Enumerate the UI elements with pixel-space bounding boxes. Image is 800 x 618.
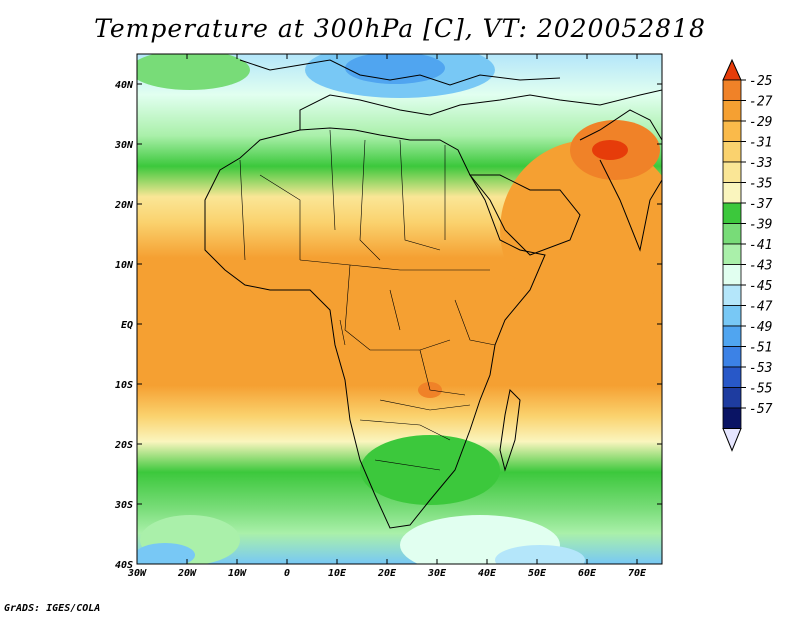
colorbar-label: -35 bbox=[749, 177, 773, 192]
longitude-axis: 30W 20W 10W 0 10E 20E 30E 40E 50E 60E 70E bbox=[127, 54, 647, 579]
colorbar-segment bbox=[722, 284, 742, 306]
lon-tick-label: 60E bbox=[578, 568, 597, 579]
colorbar-segment bbox=[722, 161, 742, 183]
lon-tick-label: 40E bbox=[478, 568, 497, 579]
lon-tick-label: 10W bbox=[228, 568, 247, 579]
lon-tick-label: 20W bbox=[177, 568, 197, 579]
latitude-axis: 40N 30N 20N 10N EQ 10S 20S 30S 40S bbox=[114, 80, 662, 571]
lon-tick-label: 20E bbox=[377, 568, 397, 579]
colorbar-label: -39 bbox=[749, 218, 772, 233]
coastlines bbox=[204, 59, 662, 529]
colorbar-label: -33 bbox=[749, 156, 772, 171]
colorbar-segment bbox=[722, 120, 742, 142]
lat-tick-label: 40N bbox=[115, 80, 134, 91]
colorbar-label: -57 bbox=[749, 402, 773, 417]
lat-tick-label: 30S bbox=[114, 500, 133, 511]
colorbar-segment bbox=[722, 100, 742, 122]
lon-tick-label: 0 bbox=[284, 568, 290, 579]
colorbar-segment bbox=[722, 346, 742, 368]
colorbar-label: -27 bbox=[749, 95, 773, 110]
colorbar-segment bbox=[722, 305, 742, 327]
colorbar-label: -25 bbox=[749, 74, 773, 89]
lat-tick-label: 20N bbox=[114, 200, 134, 211]
lon-tick-label: 70E bbox=[628, 568, 647, 579]
colorbar-arrow-low bbox=[722, 428, 742, 452]
lat-tick-label: 20S bbox=[114, 440, 133, 451]
colorbar-label: -31 bbox=[749, 136, 772, 151]
colorbar-arrow-high bbox=[722, 58, 742, 81]
colorbar-label: -47 bbox=[749, 300, 773, 315]
country-borders bbox=[239, 129, 496, 471]
colorbar-segment bbox=[722, 243, 742, 265]
colorbar: -25 -27 -29 -31 -33 -35 -37 -39 -41 -43 -45 -47 -49 -… bbox=[722, 58, 773, 452]
colorbar-segment bbox=[722, 223, 742, 245]
lat-tick-label: 40S bbox=[115, 560, 133, 571]
field-shading bbox=[137, 54, 662, 564]
colorbar-label: -43 bbox=[749, 259, 772, 274]
lat-tick-label: 30N bbox=[114, 140, 134, 151]
colorbar-segment bbox=[722, 366, 742, 388]
colorbar-label: -45 bbox=[749, 279, 773, 294]
lat-tick-label: 10S bbox=[115, 380, 133, 391]
colorbar-label: -29 bbox=[749, 115, 772, 130]
colorbar-label: -49 bbox=[749, 320, 772, 335]
lat-tick-label: 10N bbox=[115, 260, 134, 271]
lon-tick-label: 10E bbox=[328, 568, 347, 579]
colorbar-label: -51 bbox=[749, 341, 772, 356]
colorbar-segment bbox=[722, 264, 742, 286]
grads-credit: GrADS: IGES/COLA bbox=[4, 603, 101, 614]
temperature-map: 30W 20W 10W 0 10E 20E 30E 40E 50E 60E 70E 40N 30N 20… bbox=[114, 53, 773, 579]
lon-tick-label: 50E bbox=[528, 568, 547, 579]
colorbar-segment bbox=[722, 141, 742, 163]
lon-tick-label: 30W bbox=[127, 568, 147, 579]
lon-tick-label: 30E bbox=[427, 568, 447, 579]
colorbar-label: -55 bbox=[749, 382, 773, 397]
plot-frame bbox=[136, 53, 663, 565]
colorbar-segment bbox=[722, 325, 742, 347]
colorbar-label: -53 bbox=[749, 361, 772, 376]
colorbar-label: -37 bbox=[749, 197, 773, 212]
colorbar-segment bbox=[722, 407, 742, 429]
colorbar-segment bbox=[722, 182, 742, 204]
lat-tick-label: EQ bbox=[121, 320, 133, 331]
colorbar-segment bbox=[722, 79, 742, 101]
colorbar-label: -41 bbox=[749, 238, 772, 253]
map-title: Temperature at 300hPa [C], VT: 202005281… bbox=[94, 14, 706, 43]
colorbar-segment bbox=[722, 387, 742, 409]
colorbar-segment bbox=[722, 202, 742, 224]
